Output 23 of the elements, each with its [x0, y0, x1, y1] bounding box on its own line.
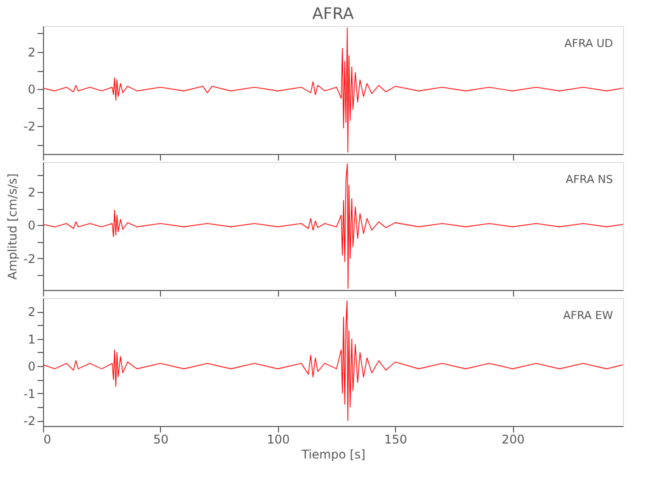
y-tick-label: 2	[28, 185, 36, 200]
y-tick-label: 2	[28, 305, 36, 320]
y-axis-title: Amplitud [cm/s/s]	[6, 173, 20, 280]
annotation: AFRA NS	[566, 173, 613, 186]
x-tick-label: 150	[384, 432, 408, 446]
annotation: AFRA EW	[563, 309, 614, 322]
y-tick-label: 0	[28, 360, 36, 374]
x-tick-label: 50	[153, 432, 169, 446]
y-tick-label: -2	[24, 120, 36, 134]
annotation: AFRA UD	[564, 37, 613, 50]
y-tick-label: 0	[28, 82, 36, 97]
x-tick-label: 200	[502, 432, 525, 446]
y-tick-label: 2	[28, 45, 36, 60]
y-tick-label: -2	[24, 252, 36, 266]
x-tick-label: 100	[266, 432, 290, 446]
line-series	[42, 300, 624, 421]
y-tick-label: 1	[28, 332, 36, 346]
y-tick-label: -2	[24, 414, 36, 428]
x-axis-title: Tiempo [s]	[300, 448, 366, 462]
chart-title: AFRA	[312, 4, 354, 23]
y-tick-label: 0	[28, 218, 36, 233]
y-tick-label: -1	[24, 386, 36, 401]
x-tick-label: 0	[44, 432, 52, 446]
